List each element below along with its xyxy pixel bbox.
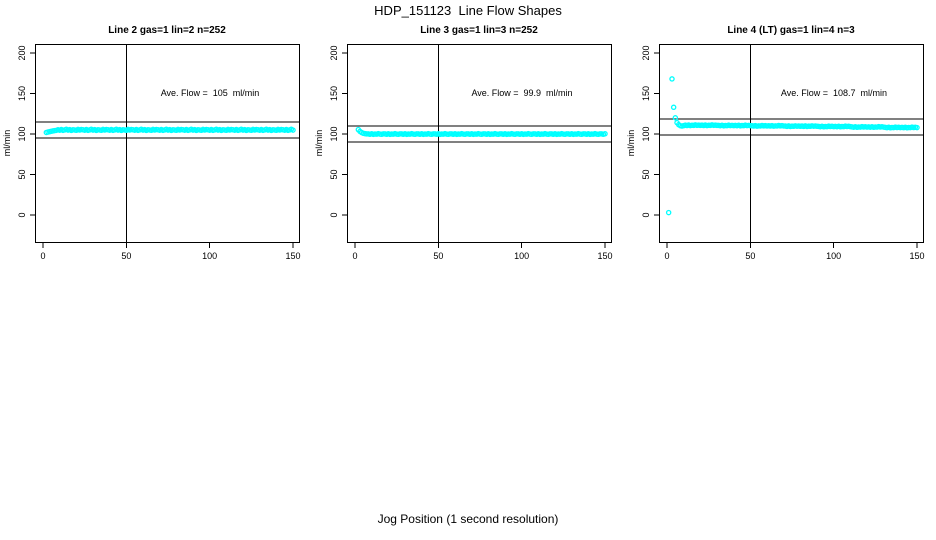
x-tick-label: 50 (121, 251, 131, 261)
ave-flow-annotation-line2: Ave. Flow = 105 ml/min (160, 88, 260, 98)
panel-plot-line3: 0 50 100 150 0 50 100 150 200 ml/min (314, 44, 613, 261)
data-point (670, 104, 677, 111)
y-tick-label: 50 (329, 169, 339, 179)
ave-flow-annotation-line4: Ave. Flow = 108.7 ml/min (780, 88, 888, 98)
panel-plot-line4lt: 0 50 100 150 0 50 100 150 200 ml/min (626, 44, 925, 261)
x-tick-label: 100 (514, 251, 529, 261)
x-tick-label: 0 (352, 251, 357, 261)
x-axis: 0 50 100 150 (40, 243, 301, 261)
data-point (914, 124, 920, 131)
plot-box (347, 44, 612, 243)
main-title: HDP_151123 Line Flow Shapes (374, 3, 562, 18)
x-axis-label: Jog Position (1 second resolution) (377, 512, 559, 526)
data-point (665, 209, 672, 216)
x-tick-label: 100 (826, 251, 841, 261)
data-points (43, 126, 296, 136)
data-points (355, 126, 608, 138)
plot-box (659, 44, 924, 243)
y-axis-title: ml/min (2, 130, 12, 157)
y-tick-label: 200 (329, 45, 339, 60)
y-axis-title: ml/min (626, 130, 636, 157)
y-tick-label: 200 (641, 45, 651, 60)
x-axis: 0 50 100 150 (352, 243, 613, 261)
data-point (672, 115, 679, 121)
y-tick-label: 100 (329, 126, 339, 141)
ave-flow-annotation-line3: Ave. Flow = 99.9 ml/min (471, 88, 573, 98)
x-tick-label: 0 (664, 251, 669, 261)
y-axis: 0 50 100 150 200 ml/min (626, 45, 659, 218)
data-point (602, 131, 608, 137)
y-tick-label: 0 (641, 212, 651, 217)
x-tick-label: 150 (285, 251, 300, 261)
y-tick-label: 150 (17, 86, 27, 101)
panel-title-line3: Line 3 gas=1 lin=3 n=252 (420, 25, 538, 36)
y-axis: 0 50 100 150 200 ml/min (314, 45, 347, 218)
panel-plot-line2: 0 50 100 150 0 50 100 150 200 ml/min (2, 44, 301, 261)
y-tick-label: 50 (641, 169, 651, 179)
plot-box (35, 44, 300, 243)
panel-title-line4: Line 4 (LT) gas=1 lin=4 n=3 (727, 25, 855, 36)
x-axis: 0 50 100 150 (664, 243, 925, 261)
x-tick-label: 50 (433, 251, 443, 261)
y-tick-label: 150 (641, 86, 651, 101)
data-point (290, 127, 296, 133)
y-tick-label: 0 (17, 212, 27, 217)
x-tick-label: 150 (909, 251, 924, 261)
y-tick-label: 100 (641, 126, 651, 141)
x-tick-label: 150 (597, 251, 612, 261)
data-points (665, 76, 920, 216)
y-tick-label: 150 (329, 86, 339, 101)
y-tick-label: 200 (17, 45, 27, 60)
y-tick-label: 50 (17, 169, 27, 179)
x-tick-label: 100 (202, 251, 217, 261)
x-tick-label: 50 (745, 251, 755, 261)
y-axis-title: ml/min (314, 130, 324, 157)
data-point (669, 76, 675, 82)
y-axis: 0 50 100 150 200 ml/min (2, 45, 35, 218)
panel-title-line2: Line 2 gas=1 lin=2 n=252 (108, 25, 226, 36)
x-tick-label: 0 (40, 251, 45, 261)
y-tick-label: 100 (17, 126, 27, 141)
y-tick-label: 0 (329, 212, 339, 217)
